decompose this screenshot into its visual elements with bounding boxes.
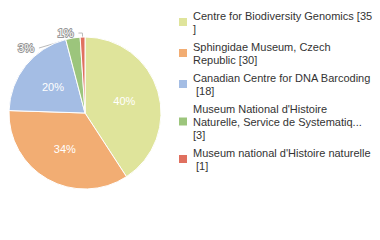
svg-text:1%: 1% (58, 27, 74, 39)
svg-text:40%: 40% (113, 95, 135, 107)
svg-text:Centre for Biodiversity Genomi: Centre for Biodiversity Genomics [35 (193, 10, 372, 22)
svg-text:Sphingidae Museum, Czech: Sphingidae Museum, Czech (193, 41, 334, 53)
svg-text:[18]: [18] (193, 85, 214, 97)
svg-text:[3]: [3] (193, 129, 205, 141)
svg-text:Museum National d'Histoire: Museum National d'Histoire (193, 103, 330, 115)
svg-text:Naturelle, Service de Systemat: Naturelle, Service de Systematiq... (193, 116, 365, 128)
svg-text:34%: 34% (54, 143, 76, 155)
svg-text:Canadian Centre for DNA Barcod: Canadian Centre for DNA Barcoding (193, 72, 370, 84)
svg-text:]: ] (193, 23, 196, 35)
svg-text:3%: 3% (18, 42, 34, 54)
svg-text:Republic [30]: Republic [30] (193, 54, 257, 66)
svg-text:[1]: [1] (193, 160, 208, 172)
svg-text:20%: 20% (42, 81, 64, 93)
svg-text:Museum national d'Histoire nat: Museum national d'Histoire naturelle (193, 147, 371, 159)
